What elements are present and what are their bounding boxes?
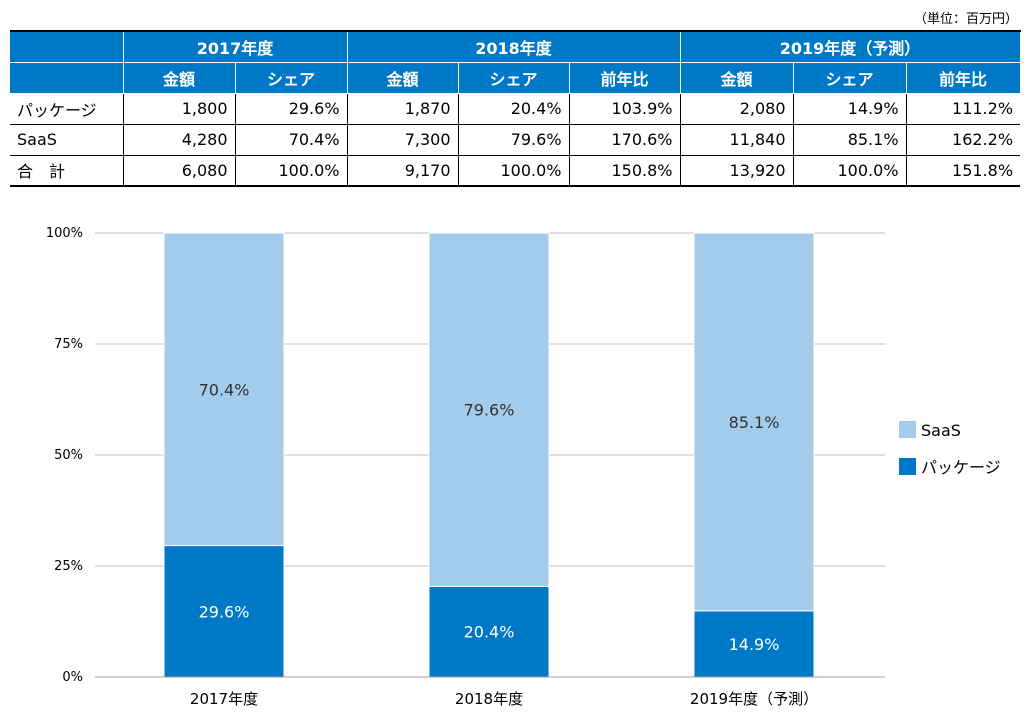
y-tick-label: 100% [46,226,83,241]
unit-note: （単位：百万円） [913,12,1018,27]
table-header-years: 2017年度 2018年度 2019年度（予測） [10,30,1021,63]
data-label: 29.6% [199,602,250,621]
table-row: パッケージ 1,800 29.6% 1,870 20.4% 103.9% 2,0… [10,93,1021,125]
table-cell: 4,280 [122,124,235,156]
row-label: SaaS [10,124,123,156]
data-label: 20.4% [464,623,515,642]
y-tick-label: 75% [54,337,83,352]
row-label: 合 計 [10,155,123,187]
table-cell: 14.9% [792,93,907,125]
data-label: 85.1% [729,413,780,432]
table-cell: 79.6% [457,124,570,156]
header-column: シェア [792,61,907,94]
legend-swatch [899,458,916,475]
table-cell: 151.8% [905,155,1021,187]
table-cell: 162.2% [905,124,1021,156]
header-column: シェア [234,61,348,94]
header-blank [10,30,124,63]
header-year: 2019年度（予測） [679,30,1021,63]
data-label: 70.4% [199,380,250,399]
header-column: シェア [457,61,570,94]
table-cell: 9,170 [346,155,459,187]
table-row: SaaS 4,280 70.4% 7,300 79.6% 170.6% 11,8… [10,124,1021,156]
table-cell: 1,800 [122,93,235,125]
x-tick-label: 2019年度（予測） [690,690,818,708]
table-cell: 100.0% [234,155,348,187]
header-column: 前年比 [568,61,681,94]
table-cell: 13,920 [679,155,794,187]
x-tick-label: 2017年度 [190,690,258,708]
table-cell: 85.1% [792,124,907,156]
table-cell: 29.6% [234,93,348,125]
table-cell: 6,080 [122,155,235,187]
table-row-total: 合 計 6,080 100.0% 9,170 100.0% 150.8% 13,… [10,155,1021,187]
table-cell: 1,870 [346,93,459,125]
y-tick-label: 25% [54,559,83,574]
y-tick-label: 50% [54,448,83,463]
header-column: 金額 [346,61,459,94]
row-label: パッケージ [10,93,123,125]
legend-label: パッケージ [921,458,1001,477]
header-column: 前年比 [905,61,1021,94]
table-cell: 7,300 [346,124,459,156]
header-year: 2018年度 [346,30,681,63]
header-blank [10,61,124,94]
table-header-columns: 金額 シェア 金額 シェア 前年比 金額 シェア 前年比 [10,61,1021,94]
header-column: 金額 [122,61,236,94]
table-cell: 2,080 [679,93,794,125]
bar-segment [428,232,550,587]
data-label: 14.9% [729,635,780,654]
y-tick-label: 0% [62,670,83,685]
table-cell: 150.8% [568,155,681,187]
data-label: 79.6% [464,401,515,420]
table-cell: 100.0% [457,155,570,187]
data-table: 2017年度 2018年度 2019年度（予測） 金額 シェア 金額 シェア 前… [10,30,1021,187]
header-column: 金額 [679,61,794,94]
table-cell: 170.6% [568,124,681,156]
legend-label: SaaS [921,421,961,440]
table-cell: 20.4% [457,93,570,125]
bar-segment [428,585,550,678]
table-cell: 103.9% [568,93,681,125]
bar-segment [163,232,285,547]
table-cell: 100.0% [792,155,907,187]
legend-swatch [899,421,916,438]
bar-segment [693,610,815,678]
table-cell: 11,840 [679,124,794,156]
bar-segment [163,545,285,678]
x-tick-label: 2018年度 [455,690,523,708]
table-cell: 111.2% [905,93,1021,125]
table-cell: 70.4% [234,124,348,156]
bar-segment [693,232,815,612]
header-year: 2017年度 [122,30,348,63]
